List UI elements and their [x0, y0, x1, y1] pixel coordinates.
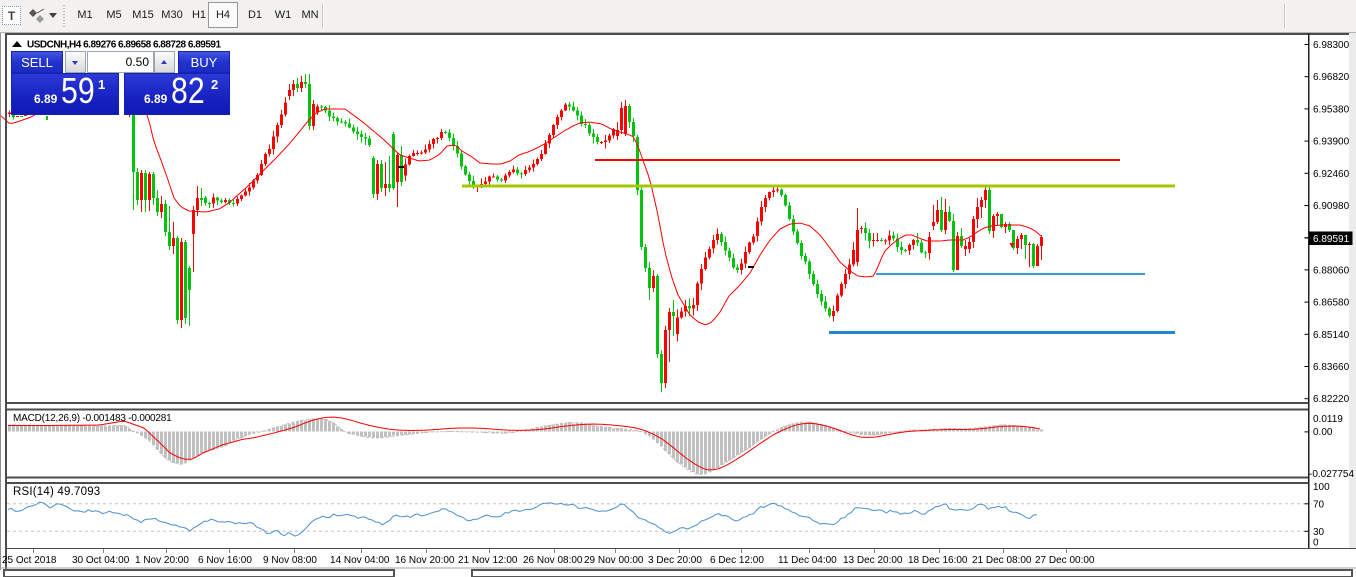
svg-text:25 Oct 2018: 25 Oct 2018 [2, 555, 57, 566]
svg-text:6.88060: 6.88060 [1313, 265, 1350, 276]
svg-text:9 Nov 08:00: 9 Nov 08:00 [263, 555, 317, 566]
svg-text:30: 30 [1313, 527, 1325, 538]
svg-text:6.85140: 6.85140 [1313, 330, 1350, 341]
svg-text:6.92460: 6.92460 [1313, 169, 1350, 180]
svg-text:21 Nov 12:00: 21 Nov 12:00 [458, 555, 518, 566]
svg-text:0.00: 0.00 [1313, 427, 1333, 438]
svg-text:21 Dec 08:00: 21 Dec 08:00 [972, 555, 1032, 566]
svg-text:1 Nov 20:00: 1 Nov 20:00 [135, 555, 189, 566]
svg-text:29 Nov 00:00: 29 Nov 00:00 [584, 555, 644, 566]
svg-text:3 Dec 20:00: 3 Dec 20:00 [648, 555, 702, 566]
svg-text:6.93900: 6.93900 [1313, 137, 1350, 148]
svg-text:6.82220: 6.82220 [1313, 394, 1350, 405]
svg-text:70: 70 [1313, 499, 1325, 510]
svg-text:6.90980: 6.90980 [1313, 201, 1350, 212]
svg-text:27 Dec 00:00: 27 Dec 00:00 [1035, 555, 1095, 566]
svg-text:11 Dec 04:00: 11 Dec 04:00 [778, 555, 837, 566]
svg-text:6.83660: 6.83660 [1313, 362, 1350, 373]
svg-text:6.98300: 6.98300 [1313, 40, 1350, 51]
svg-text:18 Dec 16:00: 18 Dec 16:00 [908, 555, 968, 566]
svg-text:100: 100 [1313, 482, 1330, 493]
svg-text:14 Nov 04:00: 14 Nov 04:00 [330, 555, 390, 566]
svg-text:0: 0 [1313, 538, 1319, 549]
svg-text:USDCNH,H4 6.89276 6.89658 6.8: USDCNH,H4 6.89276 6.89658 6.88728 6.8959… [27, 40, 221, 51]
svg-text:6 Nov 16:00: 6 Nov 16:00 [198, 555, 252, 566]
svg-text:6.95380: 6.95380 [1313, 104, 1350, 115]
svg-text:0.0119: 0.0119 [1313, 414, 1343, 425]
svg-text:16 Nov 20:00: 16 Nov 20:00 [395, 555, 455, 566]
svg-text:-0.027754: -0.027754 [1309, 469, 1354, 480]
svg-text:26 Nov 08:00: 26 Nov 08:00 [523, 555, 583, 566]
svg-text:6.89591: 6.89591 [1313, 234, 1350, 245]
svg-text:RSI(14) 49.7093: RSI(14) 49.7093 [13, 486, 100, 498]
svg-text:30 Oct 04:00: 30 Oct 04:00 [72, 555, 130, 566]
svg-text:6.86580: 6.86580 [1313, 298, 1350, 309]
svg-text:13 Dec 20:00: 13 Dec 20:00 [843, 555, 903, 566]
svg-text:6.96820: 6.96820 [1313, 72, 1350, 83]
svg-text:MACD(12,26,9) -0.001483 -0.000: MACD(12,26,9) -0.001483 -0.000281 [13, 413, 172, 424]
svg-text:6 Dec 12:00: 6 Dec 12:00 [710, 555, 764, 566]
